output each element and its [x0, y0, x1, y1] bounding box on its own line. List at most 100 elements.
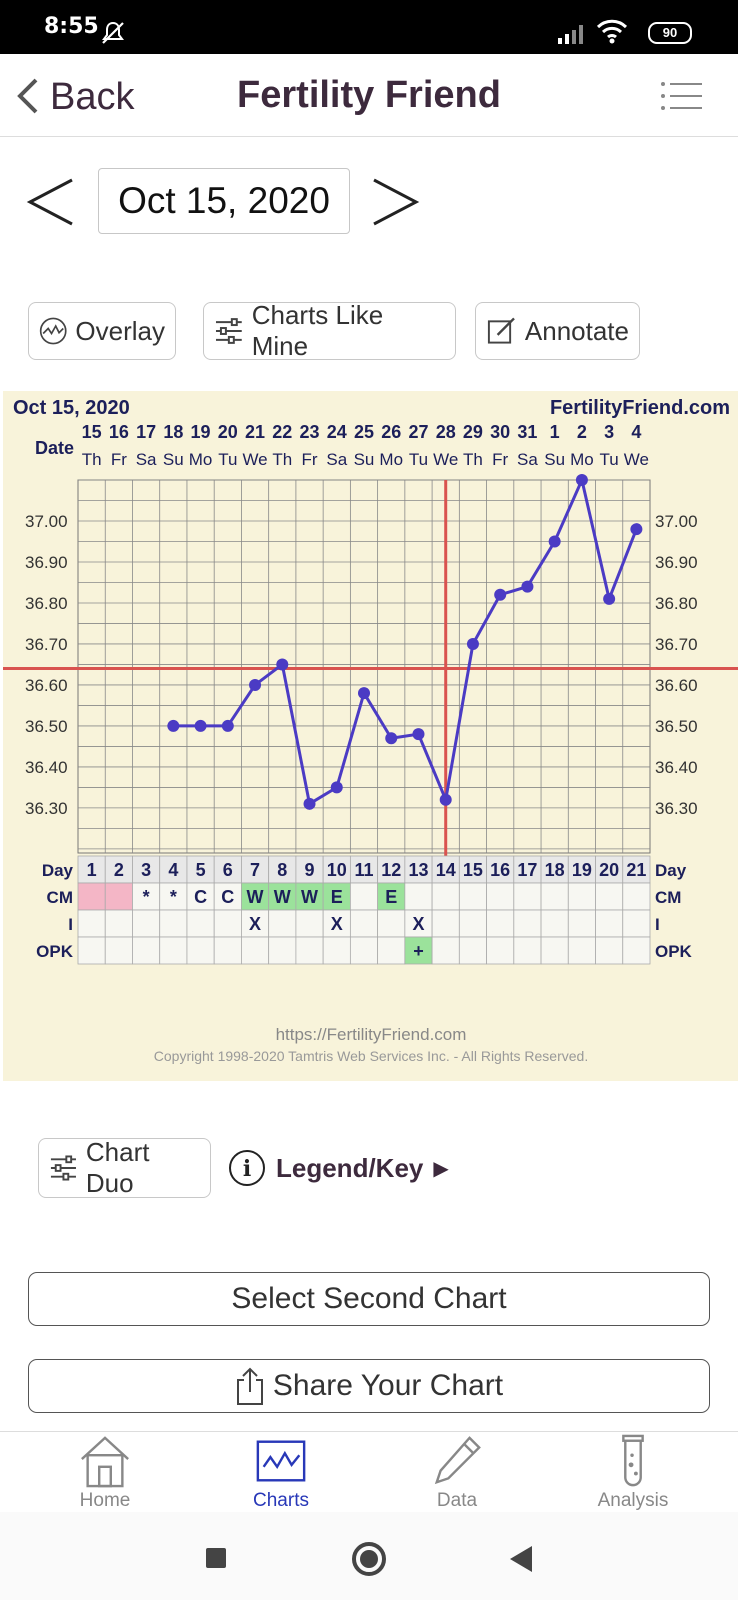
i-value: X	[249, 914, 261, 934]
i-value: X	[331, 914, 343, 934]
legend-key-label: Legend/Key	[276, 1152, 424, 1183]
temperature-point	[521, 580, 534, 593]
y-tick-right: 36.90	[655, 553, 698, 572]
grid-border	[77, 479, 651, 854]
annotate-button[interactable]: Annotate	[475, 302, 640, 360]
bbt-chart[interactable]: Oct 15, 2020 FertilityFriend.com Date 15…	[3, 391, 738, 1081]
nav-home[interactable]: Home	[35, 1434, 175, 1512]
previous-date-icon[interactable]	[26, 176, 76, 228]
mute-bell-icon	[102, 21, 124, 44]
opk-value: +	[413, 941, 424, 961]
opk-cell	[540, 936, 569, 965]
cm-cell	[104, 882, 133, 911]
y-tick-right: 36.30	[655, 799, 698, 818]
weekday-label: Sa	[517, 450, 538, 469]
app-header	[0, 54, 738, 137]
weekday-label: Th	[463, 450, 483, 469]
opk-cell	[486, 936, 515, 965]
i-cell	[132, 909, 161, 938]
weekday-label: Mo	[379, 450, 403, 469]
nav-charts-label: Charts	[253, 1490, 309, 1511]
select-second-chart-button[interactable]: Select Second Chart	[28, 1272, 710, 1326]
i-value: X	[412, 914, 424, 934]
fertility-chart-panel	[3, 391, 738, 1081]
cm-cell	[458, 882, 487, 911]
nav-analysis-label: Analysis	[597, 1490, 669, 1511]
i-cell	[159, 909, 188, 938]
status-time: 8:55	[44, 14, 99, 39]
day-value: 21	[626, 860, 646, 880]
menu-icon[interactable]	[660, 80, 704, 112]
weekday-label: Sa	[326, 450, 347, 469]
day-cell	[159, 855, 188, 884]
home-circle-icon[interactable]	[352, 1542, 386, 1576]
i-cell	[540, 909, 569, 938]
overlay-label: Overlay	[75, 315, 165, 346]
row-label-i-right: I	[655, 915, 660, 934]
i-cell	[404, 909, 433, 938]
date-label: 16	[109, 422, 129, 442]
share-chart-label: Share Your Chart	[272, 1369, 504, 1402]
opk-cell	[213, 936, 242, 965]
day-cell	[431, 855, 460, 884]
back-chevron-icon[interactable]	[14, 76, 42, 116]
i-cell	[622, 909, 651, 938]
chart-duo-button[interactable]: Chart Duo	[38, 1137, 211, 1198]
y-tick-left: 36.40	[25, 758, 68, 777]
recents-icon[interactable]	[206, 1548, 226, 1568]
temperature-line	[173, 475, 638, 807]
pencil-icon	[434, 1436, 481, 1485]
date-label: 29	[463, 422, 483, 442]
cm-value: *	[170, 887, 177, 907]
legend-key-link[interactable]: i Legend/Key ▶	[228, 1149, 449, 1187]
temperature-point	[548, 535, 561, 548]
y-tick-right: 36.80	[655, 594, 698, 613]
edit-note-icon	[487, 317, 515, 344]
expand-arrow-icon: ▶	[433, 1157, 449, 1180]
date-label: 23	[300, 422, 320, 442]
y-tick-right: 37.00	[655, 512, 698, 531]
cm-value: W	[301, 887, 318, 907]
y-tick-left: 36.60	[25, 676, 68, 695]
day-value: 2	[114, 860, 124, 880]
row-label-opk-left: OPK	[36, 942, 74, 961]
share-chart-button[interactable]: Share Your Chart	[28, 1359, 710, 1413]
date-label: 30	[490, 422, 510, 442]
nav-charts[interactable]: Charts	[211, 1434, 351, 1512]
date-label: 25	[354, 422, 374, 442]
date-label: 2	[577, 422, 587, 442]
opk-cell	[431, 936, 460, 965]
select-second-chart-label: Select Second Chart	[231, 1282, 507, 1315]
day-value: 1	[87, 860, 97, 880]
day-value: 7	[250, 860, 260, 880]
next-date-icon[interactable]	[370, 176, 420, 228]
date-label: 21	[245, 422, 265, 442]
nav-analysis[interactable]: Analysis	[563, 1434, 703, 1512]
cm-cell	[349, 882, 379, 911]
date-selector[interactable]: Oct 15, 2020	[98, 168, 350, 234]
weekday-label: Tu	[218, 450, 237, 469]
opk-cell	[159, 936, 188, 965]
cm-cell	[513, 882, 542, 911]
signal-icon	[558, 25, 583, 44]
chart-site-name: FertilityFriend.com	[550, 397, 730, 419]
y-tick-left: 36.30	[25, 799, 68, 818]
temperature-point	[167, 719, 180, 732]
charts-like-mine-button[interactable]: Charts Like Mine	[203, 300, 456, 361]
row-label-day-right: Day	[655, 861, 687, 880]
annotate-label: Annotate	[524, 315, 629, 346]
day-value: 17	[517, 860, 537, 880]
date-label: 26	[381, 422, 401, 442]
date-label: 27	[408, 422, 428, 442]
weekday-label: Th	[272, 450, 292, 469]
day-value: 13	[408, 860, 428, 880]
overlay-button[interactable]: Overlay	[28, 302, 176, 360]
back-triangle-icon[interactable]	[508, 1544, 534, 1574]
i-cell	[213, 909, 242, 938]
date-label: 3	[604, 422, 614, 442]
nav-data[interactable]: Data	[387, 1434, 527, 1512]
charts-like-mine-label: Charts Like Mine	[251, 300, 384, 361]
opk-cell	[295, 936, 324, 965]
back-button[interactable]: Back	[50, 76, 135, 118]
y-tick-right: 36.60	[655, 676, 698, 695]
